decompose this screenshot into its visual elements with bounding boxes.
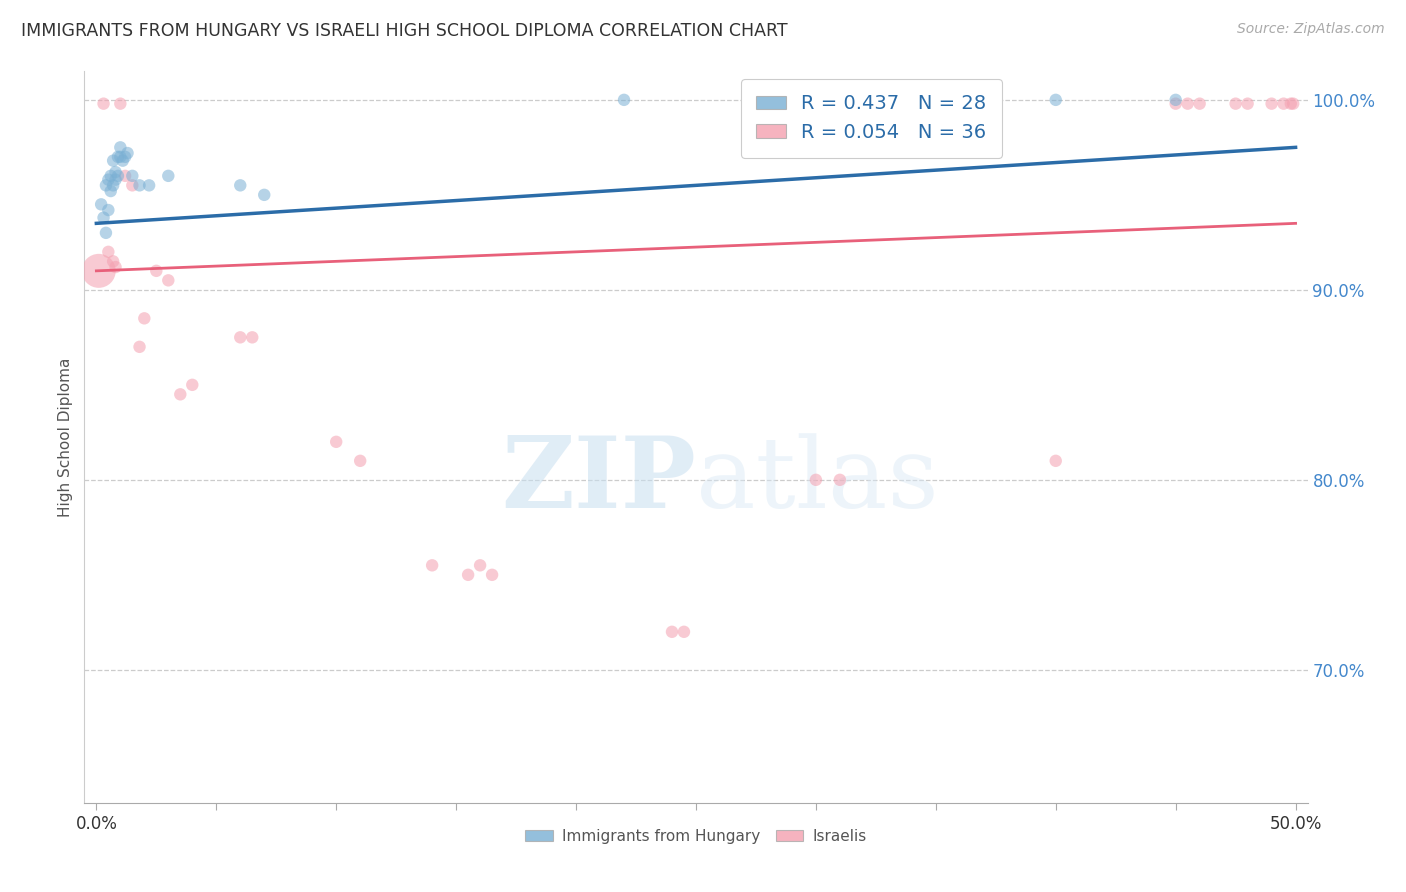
Point (1225, 96, 1247, 111)
Point (107, 150, 129, 164)
Point (420, 558, 443, 573)
Point (114, 169, 136, 183)
Point (107, 169, 129, 183)
Point (128, 340, 150, 354)
Point (181, 377, 204, 392)
Point (121, 169, 143, 183)
Point (101, 153, 124, 168)
Point (1236, 96, 1258, 111)
Point (104, 172, 127, 186)
Point (157, 273, 180, 287)
Point (661, 624, 683, 639)
Text: Source: ZipAtlas.com: Source: ZipAtlas.com (1237, 22, 1385, 37)
Point (1164, 96, 1187, 111)
Point (828, 473, 851, 487)
Point (134, 311, 156, 326)
Point (110, 150, 132, 164)
Y-axis label: High School Diploma: High School Diploma (58, 358, 73, 516)
Point (1177, 96, 1199, 111)
Point (1272, 96, 1295, 111)
Point (169, 387, 191, 401)
Point (110, 140, 132, 154)
Point (229, 330, 252, 344)
Point (97, 244, 120, 259)
Point (100, 184, 122, 198)
Point (93, 96, 115, 111)
Point (138, 178, 160, 193)
Point (157, 169, 180, 183)
Point (90, 197, 112, 211)
Point (101, 254, 124, 268)
Point (613, 93, 636, 107)
Point (128, 178, 150, 193)
Point (253, 187, 276, 202)
Point (457, 567, 479, 582)
Text: atlas: atlas (696, 434, 939, 529)
Point (240, 330, 263, 344)
Point (121, 178, 143, 193)
Point (672, 624, 695, 639)
Point (1279, 96, 1302, 111)
Point (97, 202, 120, 217)
Legend: Immigrants from Hungary, Israelis: Immigrants from Hungary, Israelis (519, 822, 873, 850)
Point (1260, 96, 1282, 111)
Point (349, 454, 371, 468)
Point (111, 153, 134, 168)
Point (93, 211, 115, 225)
Point (1282, 96, 1305, 111)
Point (94, 178, 117, 193)
Point (104, 260, 127, 274)
Point (97, 172, 120, 186)
Point (229, 178, 252, 193)
Point (110, 96, 132, 111)
Point (1164, 93, 1187, 107)
Point (1045, 454, 1067, 468)
Point (101, 178, 124, 193)
Point (481, 567, 503, 582)
Point (104, 165, 127, 179)
Point (114, 150, 136, 164)
Point (100, 169, 122, 183)
Point (1188, 96, 1211, 111)
Point (87, 264, 110, 278)
Point (145, 264, 167, 278)
Point (804, 473, 827, 487)
Text: ZIP: ZIP (501, 433, 696, 530)
Point (117, 146, 139, 161)
Point (94, 226, 117, 240)
Point (468, 558, 491, 573)
Text: IMMIGRANTS FROM HUNGARY VS ISRAELI HIGH SCHOOL DIPLOMA CORRELATION CHART: IMMIGRANTS FROM HUNGARY VS ISRAELI HIGH … (21, 22, 787, 40)
Point (325, 434, 347, 449)
Point (1045, 93, 1067, 107)
